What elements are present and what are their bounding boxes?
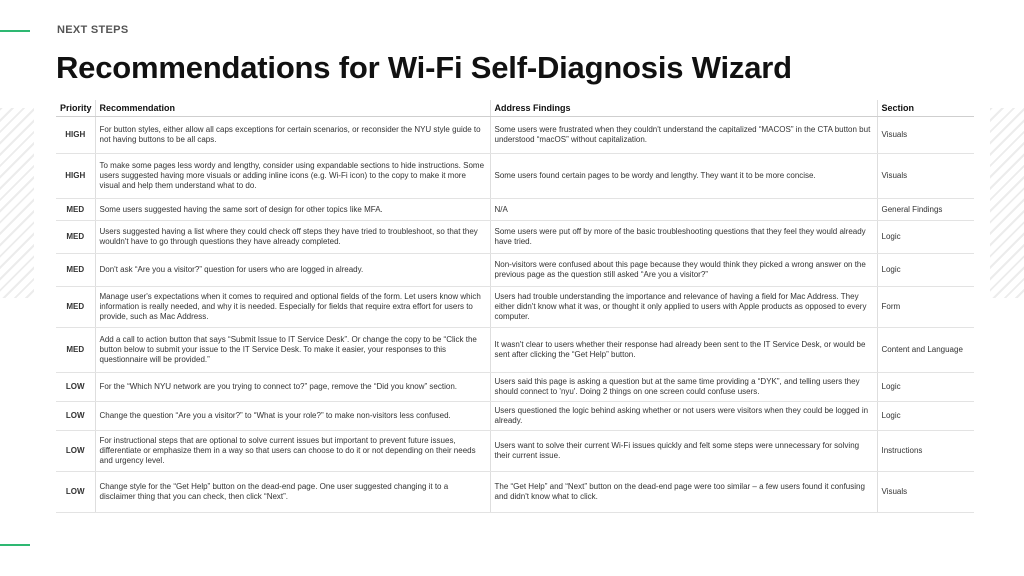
header-priority: Priority — [56, 100, 95, 117]
priority-badge: MED — [56, 327, 95, 373]
section-cell: Logic — [876, 372, 974, 402]
table-header-row: Priority Recommendation Address Findings… — [56, 100, 974, 117]
priority-badge: LOW — [56, 401, 95, 431]
recommendation-cell: Change the question “Are you a visitor?”… — [94, 401, 490, 431]
accent-line-bottom — [0, 544, 30, 546]
priority-badge: MED — [56, 253, 95, 287]
table-row: MED Manage user's expectations when it co… — [56, 286, 974, 328]
header-address-findings: Address Findings — [489, 100, 877, 117]
section-cell: Instructions — [876, 430, 974, 472]
table-row: LOW Change style for the “Get Help” butto… — [56, 471, 974, 513]
section-cell: Form — [876, 286, 974, 328]
section-cell: Visuals — [876, 116, 974, 154]
table-row: LOW For the “Which NYU network are you tr… — [56, 372, 974, 402]
recommendation-cell: Change style for the “Get Help” button o… — [94, 471, 490, 513]
section-cell: General Findings — [876, 198, 974, 221]
accent-line-top — [0, 30, 30, 32]
priority-badge: LOW — [56, 471, 95, 513]
recommendation-cell: For instructional steps that are optiona… — [94, 430, 490, 472]
section-eyebrow: NEXT STEPS — [57, 24, 129, 36]
table-row: LOW For instructional steps that are opti… — [56, 430, 974, 472]
table-row: LOW Change the question “Are you a visito… — [56, 401, 974, 431]
finding-cell: The “Get Help” and “Next” button on the … — [489, 471, 877, 513]
finding-cell: N/A — [489, 198, 877, 221]
recommendation-cell: For the “Which NYU network are you tryin… — [94, 372, 490, 402]
recommendation-cell: For button styles, either allow all caps… — [94, 116, 490, 154]
table-row: MED Users suggested having a list where t… — [56, 220, 974, 254]
section-cell: Logic — [876, 253, 974, 287]
table-row: HIGH To make some pages less wordy and le… — [56, 153, 974, 199]
finding-cell: Non-visitors were confused about this pa… — [489, 253, 877, 287]
priority-badge: LOW — [56, 430, 95, 472]
page-title: Recommendations for Wi-Fi Self-Diagnosis… — [56, 50, 792, 85]
section-cell: Content and Language — [876, 327, 974, 373]
section-cell: Visuals — [876, 471, 974, 513]
header-recommendation: Recommendation — [94, 100, 490, 117]
recommendation-cell: Manage user's expectations when it comes… — [94, 286, 490, 328]
decorative-hatch-right — [990, 108, 1024, 298]
finding-cell: Some users were frustrated when they cou… — [489, 116, 877, 154]
recommendation-cell: To make some pages less wordy and length… — [94, 153, 490, 199]
finding-cell: Some users were put off by more of the b… — [489, 220, 877, 254]
table-row: MED Don't ask “Are you a visitor?” questi… — [56, 253, 974, 287]
finding-cell: Users said this page is asking a questio… — [489, 372, 877, 402]
section-cell: Logic — [876, 401, 974, 431]
finding-cell: Users had trouble understanding the impo… — [489, 286, 877, 328]
recommendation-cell: Users suggested having a list where they… — [94, 220, 490, 254]
priority-badge: MED — [56, 220, 95, 254]
section-cell: Visuals — [876, 153, 974, 199]
table-row: MED Add a call to action button that says… — [56, 327, 974, 373]
priority-badge: LOW — [56, 372, 95, 402]
finding-cell: Users want to solve their current Wi-Fi … — [489, 430, 877, 472]
recommendation-cell: Don't ask “Are you a visitor?” question … — [94, 253, 490, 287]
priority-badge: HIGH — [56, 116, 95, 154]
priority-badge: MED — [56, 286, 95, 328]
finding-cell: Users questioned the logic behind asking… — [489, 401, 877, 431]
table-row: MED Some users suggested having the same … — [56, 198, 974, 221]
decorative-hatch-left — [0, 108, 34, 298]
recommendation-cell: Add a call to action button that says “S… — [94, 327, 490, 373]
header-section: Section — [876, 100, 974, 117]
table-body: HIGH For button styles, either allow all … — [56, 116, 974, 513]
recommendation-cell: Some users suggested having the same sor… — [94, 198, 490, 221]
table-row: HIGH For button styles, either allow all … — [56, 116, 974, 154]
finding-cell: It wasn't clear to users whether their r… — [489, 327, 877, 373]
recommendations-table: Priority Recommendation Address Findings… — [56, 100, 974, 513]
priority-badge: HIGH — [56, 153, 95, 199]
finding-cell: Some users found certain pages to be wor… — [489, 153, 877, 199]
priority-badge: MED — [56, 198, 95, 221]
section-cell: Logic — [876, 220, 974, 254]
